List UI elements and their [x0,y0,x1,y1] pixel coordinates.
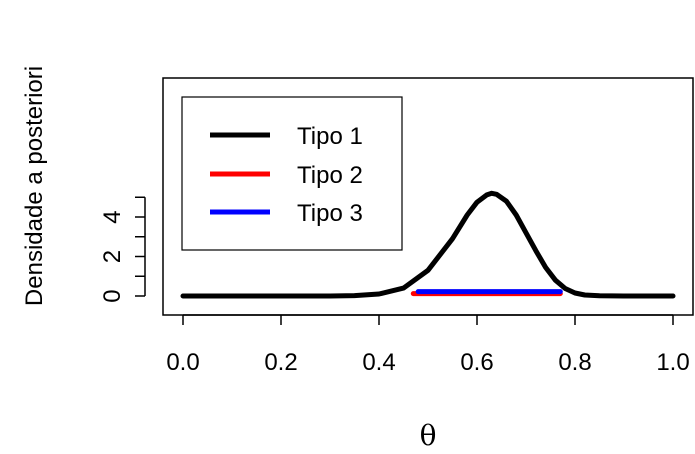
legend-label-tipo-2: Tipo 2 [297,162,363,189]
x-tick-label: 0.4 [362,349,395,376]
y-axis-label: Densidade a posteriori [21,66,48,306]
series-tipo-1-line [180,190,676,299]
series-layer [180,190,676,299]
y-axis: 0 2 4 [99,196,146,303]
x-tick-label: 0.6 [460,349,493,376]
y-tick-label: 0 [99,289,126,302]
y-tick-label: 4 [99,210,126,223]
x-tick-label: 0.0 [166,349,199,376]
x-axis-label: θ [420,419,437,452]
x-axis: 0.0 0.2 0.4 0.6 0.8 1.0 [166,314,690,376]
x-tick-label: 0.2 [264,349,297,376]
legend-label-tipo-1: Tipo 1 [297,123,363,150]
y-tick-label: 2 [99,250,126,263]
x-tick-label: 0.8 [558,349,591,376]
x-tick-label: 1.0 [656,349,689,376]
legend: Tipo 1 Tipo 2 Tipo 3 [181,96,403,251]
legend-label-tipo-3: Tipo 3 [297,200,363,227]
